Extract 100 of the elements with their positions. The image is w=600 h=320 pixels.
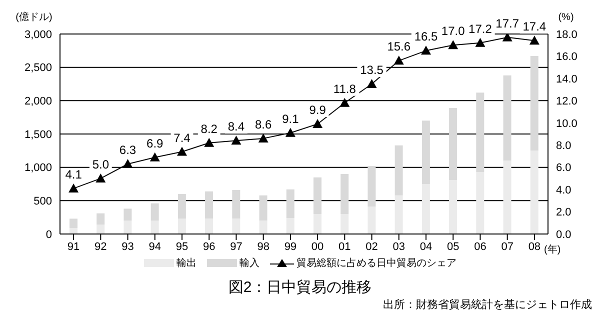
y2-tick-label: 16.0 [556, 51, 578, 64]
y2-tick-label: 0.0 [556, 228, 572, 241]
bar [69, 218, 78, 228]
x-tick-label: 91 [67, 240, 80, 253]
y2-tick-label: 2.0 [556, 206, 572, 219]
data-label: 9.9 [309, 103, 326, 117]
point [177, 146, 187, 156]
bar [530, 150, 538, 234]
data-label: 4.1 [65, 167, 82, 182]
point [394, 56, 404, 65]
y2-tick-label: 8.0 [556, 140, 572, 152]
x-tick-label: 00 [311, 240, 324, 253]
point [258, 133, 268, 142]
bar [178, 218, 186, 234]
y-tick-label: 2,000 [24, 96, 52, 108]
point [529, 36, 540, 45]
bar [205, 218, 214, 234]
data-label: 11.8 [333, 82, 356, 96]
bar [232, 218, 240, 234]
bar [368, 206, 376, 234]
point [231, 136, 242, 145]
point [150, 152, 160, 162]
legend-label: 輸入 [240, 256, 260, 270]
data-label: 8.4 [228, 120, 245, 134]
point [366, 79, 377, 88]
bar [340, 174, 349, 214]
point [475, 38, 486, 47]
bar [259, 195, 268, 221]
x-tick-label: 03 [392, 240, 406, 253]
x-tick-label: 06 [474, 240, 486, 253]
bar [449, 108, 458, 180]
y-tick-label: 500 [34, 196, 52, 208]
data-label: 16.5 [414, 30, 438, 44]
legend-label: 貿易総額に占める日中貿易のシェア [296, 256, 456, 270]
y2-tick-label: 18.0 [556, 28, 578, 41]
point [502, 34, 512, 42]
bar [286, 218, 294, 234]
x-tick-label: 94 [148, 240, 162, 253]
bar [96, 224, 105, 234]
x-tick-label: 01 [338, 240, 351, 253]
bar [178, 194, 186, 219]
y-tick-label: 3,000 [24, 28, 52, 41]
bar [394, 195, 403, 234]
data-label: 9.1 [282, 112, 300, 126]
data-label: 13.5 [360, 63, 384, 77]
data-label: 6.9 [146, 136, 164, 150]
x-tick-label: 07 [501, 240, 514, 253]
bar [449, 180, 458, 234]
bar [150, 203, 159, 221]
data-label: 8.6 [254, 117, 272, 132]
x-tick-label: 96 [202, 240, 216, 253]
x-axis-title: (年) [544, 244, 561, 256]
bar [422, 120, 430, 184]
y2-axis-title: (%) [558, 12, 574, 23]
x-tick-label: 92 [94, 240, 107, 253]
y-axis-title: (億ドル) [16, 11, 52, 23]
bar [205, 191, 214, 219]
y-tick-label: 2,500 [24, 62, 52, 74]
bar [232, 190, 240, 219]
bar [286, 189, 294, 218]
x-tick-label: 97 [230, 240, 242, 253]
text: 出所：財務省貿易統計を基にジェトロ作成 [382, 298, 592, 312]
bar [124, 208, 132, 221]
bar [476, 92, 484, 172]
bar [96, 213, 105, 225]
data-label: 5.0 [92, 157, 110, 172]
bar [313, 214, 322, 234]
bar [368, 166, 376, 207]
x-tick-label: 98 [257, 240, 270, 253]
bar [313, 177, 322, 214]
bar [422, 184, 430, 234]
bar [394, 145, 403, 196]
bar [124, 220, 132, 234]
bar [530, 56, 538, 151]
bar [150, 220, 159, 234]
bar [503, 75, 512, 161]
point [204, 138, 214, 147]
legend-label: 輸出 [176, 256, 196, 270]
y-tick-label: 0 [46, 228, 52, 241]
bar [503, 160, 512, 234]
data-label: 17.7 [496, 16, 520, 30]
data-label: 17.2 [468, 22, 492, 36]
point [285, 128, 296, 137]
text: 図2：日中貿易の推移 [227, 278, 373, 297]
y2-tick-label: 14.0 [556, 73, 578, 86]
bar [340, 214, 349, 234]
point [122, 159, 133, 168]
y2-tick-label: 6.0 [556, 162, 572, 174]
data-label: 6.3 [119, 143, 136, 157]
x-tick-label: 93 [122, 240, 134, 253]
point [448, 40, 458, 50]
point [68, 183, 79, 192]
y2-tick-label: 4.0 [556, 184, 572, 196]
data-label: 7.4 [174, 130, 191, 145]
y2-tick-label: 12.0 [556, 96, 578, 108]
data-label: 17.4 [522, 20, 546, 34]
data-label: 17.0 [441, 24, 466, 38]
x-tick-label: 02 [366, 240, 378, 253]
x-tick-label: 95 [176, 240, 188, 253]
data-label: 15.6 [387, 40, 411, 54]
